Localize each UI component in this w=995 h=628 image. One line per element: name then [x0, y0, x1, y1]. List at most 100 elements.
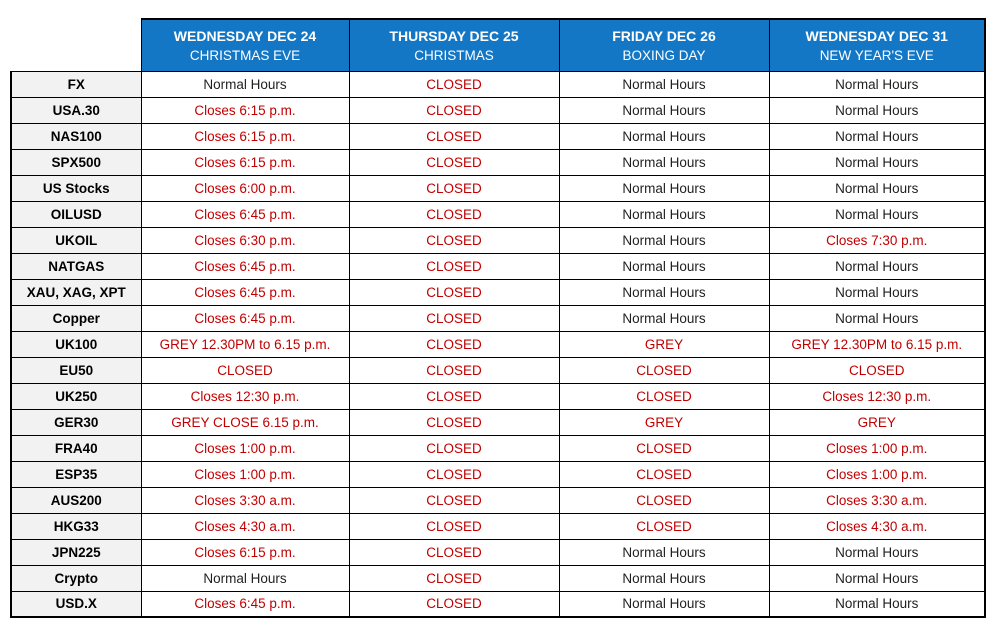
market-label: EU50: [10, 356, 142, 384]
hours-cell: Normal Hours: [768, 252, 986, 280]
market-label: NAS100: [10, 122, 142, 150]
hours-cell: CLOSED: [348, 174, 560, 202]
table-row: FX Normal Hours CLOSED Normal Hours Normal H…: [10, 70, 986, 98]
market-label: AUS200: [10, 486, 142, 514]
hours-cell: CLOSED: [348, 486, 560, 514]
market-label: UK250: [10, 382, 142, 410]
column-holiday-label: NEW YEAR'S EVE: [819, 48, 934, 64]
hours-cell: Closes 6:45 p.m.: [140, 278, 350, 306]
hours-cell: Normal Hours: [558, 148, 770, 176]
market-label: FRA40: [10, 434, 142, 462]
market-label: FX: [10, 70, 142, 98]
table-row: EU50 CLOSED CLOSED CLOSED CLOSED: [10, 356, 986, 384]
hours-cell: GREY: [558, 408, 770, 436]
hours-cell: CLOSED: [348, 356, 560, 384]
table-row: UKOIL Closes 6:30 p.m. CLOSED Normal Hours C…: [10, 226, 986, 254]
header-row: WEDNESDAY DEC 24 CHRISTMAS EVE THURSDAY DE…: [11, 18, 986, 72]
hours-cell: Normal Hours: [558, 538, 770, 566]
column-header-3: FRIDAY DEC 26 BOXING DAY: [558, 18, 770, 72]
table-row: ESP35 Closes 1:00 p.m. CLOSED CLOSED Closes …: [10, 460, 986, 488]
table-row: NAS100 Closes 6:15 p.m. CLOSED Normal Hours…: [10, 122, 986, 150]
hours-cell: GREY: [558, 330, 770, 358]
hours-cell: CLOSED: [140, 356, 350, 384]
hours-cell: Closes 3:30 a.m.: [140, 486, 350, 514]
hours-cell: Normal Hours: [768, 304, 986, 332]
table-row: HKG33 Closes 4:30 a.m. CLOSED CLOSED Closes …: [10, 512, 986, 540]
table-row: OILUSD Closes 6:45 p.m. CLOSED Normal Hours…: [10, 200, 986, 228]
market-label: Crypto: [10, 564, 142, 592]
table-row: AUS200 Closes 3:30 a.m. CLOSED CLOSED Closes…: [10, 486, 986, 514]
hours-cell: CLOSED: [558, 382, 770, 410]
table-row: JPN225 Closes 6:15 p.m. CLOSED Normal Hours…: [10, 538, 986, 566]
hours-cell: CLOSED: [348, 226, 560, 254]
market-label: SPX500: [10, 148, 142, 176]
column-header-1: WEDNESDAY DEC 24 CHRISTMAS EVE: [140, 18, 350, 72]
hours-cell: Normal Hours: [140, 564, 350, 592]
hours-cell: CLOSED: [768, 356, 986, 384]
market-label: JPN225: [10, 538, 142, 566]
table-row: SPX500 Closes 6:15 p.m. CLOSED Normal Hours…: [10, 148, 986, 176]
hours-cell: CLOSED: [348, 96, 560, 124]
market-label: OILUSD: [10, 200, 142, 228]
market-label: HKG33: [10, 512, 142, 540]
market-label: XAU, XAG, XPT: [10, 278, 142, 306]
market-label: GER30: [10, 408, 142, 436]
table-row: US Stocks Closes 6:00 p.m. CLOSED Normal Ho…: [10, 174, 986, 202]
table-row: NATGAS Closes 6:45 p.m. CLOSED Normal Hours…: [10, 252, 986, 280]
market-label: USA.30: [10, 96, 142, 124]
hours-cell: Closes 6:15 p.m.: [140, 96, 350, 124]
table-row: USA.30 Closes 6:15 p.m. CLOSED Normal Hours…: [10, 96, 986, 124]
hours-cell: CLOSED: [348, 512, 560, 540]
market-label: USD.X: [10, 590, 142, 618]
hours-cell: Normal Hours: [558, 200, 770, 228]
hours-cell: Closes 6:45 p.m.: [140, 304, 350, 332]
hours-cell: CLOSED: [348, 382, 560, 410]
market-label: Copper: [10, 304, 142, 332]
blank-corner-cell: [11, 19, 141, 71]
hours-cell: CLOSED: [348, 304, 560, 332]
hours-cell: Normal Hours: [558, 564, 770, 592]
table-row: Copper Closes 6:45 p.m. CLOSED Normal Hours…: [10, 304, 986, 332]
hours-cell: Normal Hours: [768, 96, 986, 124]
table-row: XAU, XAG, XPT Closes 6:45 p.m. CLOSED Norma…: [10, 278, 986, 306]
hours-cell: GREY 12.30PM to 6.15 p.m.: [768, 330, 986, 358]
hours-cell: Normal Hours: [768, 538, 986, 566]
market-label: UKOIL: [10, 226, 142, 254]
hours-cell: Closes 6:45 p.m.: [140, 200, 350, 228]
hours-cell: CLOSED: [348, 460, 560, 488]
column-day-label: WEDNESDAY DEC 24: [173, 27, 317, 44]
hours-cell: Closes 6:15 p.m.: [140, 538, 350, 566]
hours-cell: Closes 6:15 p.m.: [140, 122, 350, 150]
hours-cell: Normal Hours: [558, 226, 770, 254]
hours-cell: Normal Hours: [768, 564, 986, 592]
hours-cell: CLOSED: [348, 330, 560, 358]
hours-cell: Normal Hours: [768, 148, 986, 176]
hours-cell: Closes 12:30 p.m.: [140, 382, 350, 410]
column-header-4: WEDNESDAY DEC 31 NEW YEAR'S EVE: [768, 18, 986, 72]
hours-cell: Closes 6:30 p.m.: [140, 226, 350, 254]
market-label: US Stocks: [10, 174, 142, 202]
hours-cell: Normal Hours: [768, 122, 986, 150]
hours-cell: CLOSED: [558, 356, 770, 384]
hours-cell: Closes 3:30 a.m.: [768, 486, 986, 514]
table-row: FRA40 Closes 1:00 p.m. CLOSED CLOSED Closes …: [10, 434, 986, 462]
column-header-2: THURSDAY DEC 25 CHRISTMAS: [348, 18, 560, 72]
hours-cell: Closes 1:00 p.m.: [768, 434, 986, 462]
hours-cell: Closes 6:45 p.m.: [140, 590, 350, 618]
table-row: USD.X Closes 6:45 p.m. CLOSED Normal Hours N…: [10, 590, 986, 618]
hours-cell: CLOSED: [348, 252, 560, 280]
column-day-label: FRIDAY DEC 26: [612, 27, 716, 44]
hours-cell: Closes 6:00 p.m.: [140, 174, 350, 202]
hours-cell: CLOSED: [348, 434, 560, 462]
hours-cell: Normal Hours: [768, 174, 986, 202]
hours-cell: GREY: [768, 408, 986, 436]
hours-cell: Normal Hours: [140, 70, 350, 98]
hours-cell: Closes 7:30 p.m.: [768, 226, 986, 254]
table-row: UK100 GREY 12.30PM to 6.15 p.m. CLOSED GREY…: [10, 330, 986, 358]
hours-cell: Closes 6:15 p.m.: [140, 148, 350, 176]
column-day-label: WEDNESDAY DEC 31: [805, 27, 948, 44]
hours-cell: Normal Hours: [558, 122, 770, 150]
hours-cell: Normal Hours: [558, 174, 770, 202]
hours-cell: Closes 4:30 a.m.: [768, 512, 986, 540]
hours-cell: Normal Hours: [768, 590, 986, 618]
